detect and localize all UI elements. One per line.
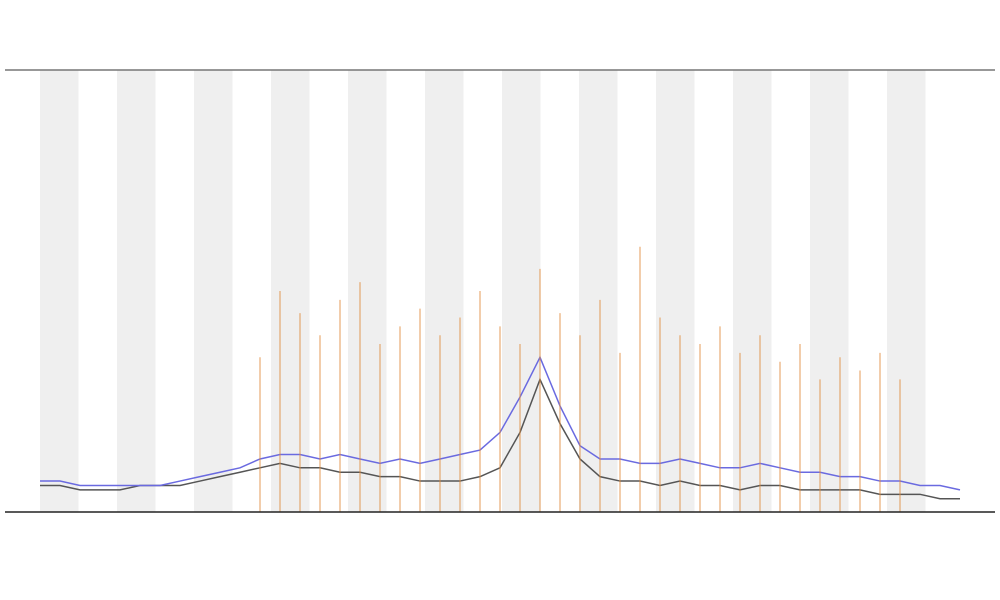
- plot: [40, 246, 961, 512]
- band: [579, 70, 618, 512]
- band: [425, 70, 464, 512]
- band: [810, 70, 849, 512]
- band: [271, 70, 310, 512]
- band: [117, 70, 156, 512]
- bands: [40, 70, 926, 512]
- band: [40, 70, 79, 512]
- band: [194, 70, 233, 512]
- band: [887, 70, 926, 512]
- band: [502, 70, 541, 512]
- band: [656, 70, 695, 512]
- band: [348, 70, 387, 512]
- band: [733, 70, 772, 512]
